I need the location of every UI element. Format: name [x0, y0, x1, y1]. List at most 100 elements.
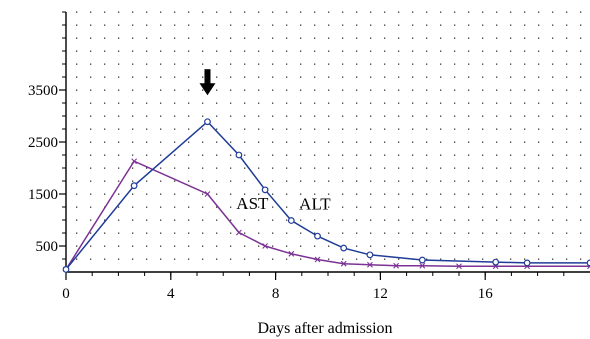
- grid-dot: [454, 24, 456, 26]
- grid-dot: [160, 37, 162, 39]
- grid-dot: [342, 76, 344, 78]
- grid-dot: [426, 50, 428, 52]
- grid-dot: [510, 141, 512, 143]
- grid-dot: [160, 245, 162, 247]
- grid-dot: [160, 167, 162, 169]
- down-arrow-icon: [199, 69, 216, 96]
- grid-dot: [398, 102, 400, 104]
- grid-dot: [314, 102, 316, 104]
- grid-dot: [524, 154, 526, 156]
- grid-dot: [398, 258, 400, 260]
- grid-dot: [426, 115, 428, 117]
- grid-dot: [398, 76, 400, 78]
- grid-dot: [356, 167, 358, 169]
- grid-dot: [524, 206, 526, 208]
- grid-dot: [356, 102, 358, 104]
- grid-dot: [314, 193, 316, 195]
- grid-dot: [496, 232, 498, 234]
- grid-dot: [398, 206, 400, 208]
- grid-dot: [272, 245, 274, 247]
- grid-dot: [482, 141, 484, 143]
- grid-dot: [300, 76, 302, 78]
- grid-dot: [314, 50, 316, 52]
- grid-dot: [244, 245, 246, 247]
- grid-dot: [104, 232, 106, 234]
- x-tick-label: 8: [272, 286, 280, 302]
- grid-dot: [90, 11, 92, 13]
- grid-dot: [76, 24, 78, 26]
- grid-dot: [258, 11, 260, 13]
- grid-dot: [454, 37, 456, 39]
- grid-dot: [328, 141, 330, 143]
- grid-dot: [398, 24, 400, 26]
- grid-dot: [300, 167, 302, 169]
- grid-dot: [356, 24, 358, 26]
- grid-dot: [76, 115, 78, 117]
- grid-dot: [552, 245, 554, 247]
- grid-dot: [510, 154, 512, 156]
- grid-dot: [454, 76, 456, 78]
- data-point-alt: [130, 182, 138, 190]
- data-point-ast: [204, 191, 211, 197]
- grid-dot: [76, 128, 78, 130]
- grid-dot: [356, 180, 358, 182]
- grid-dot: [454, 63, 456, 65]
- grid-dot: [174, 37, 176, 39]
- grid-dot: [538, 102, 540, 104]
- grid-dot: [216, 76, 218, 78]
- grid-dot: [370, 63, 372, 65]
- grid-dot: [258, 115, 260, 117]
- grid-dot: [90, 102, 92, 104]
- grid-dot: [538, 167, 540, 169]
- grid-dot: [300, 63, 302, 65]
- grid-dot: [370, 193, 372, 195]
- grid-dot: [580, 258, 582, 260]
- grid-dot: [314, 154, 316, 156]
- data-point-ast: [131, 158, 138, 165]
- grid-dot: [524, 102, 526, 104]
- grid-dot: [342, 37, 344, 39]
- data-point-alt: [204, 118, 211, 126]
- grid-dot: [426, 180, 428, 182]
- grid-dot: [286, 50, 288, 52]
- grid-dot: [524, 180, 526, 182]
- grid-dot: [160, 76, 162, 78]
- grid-dot: [202, 11, 204, 13]
- grid-dot: [76, 141, 78, 143]
- grid-dot: [272, 193, 274, 195]
- grid-dot: [342, 50, 344, 52]
- grid-dot: [538, 89, 540, 91]
- grid-dot: [188, 89, 190, 91]
- grid-dot: [412, 245, 414, 247]
- grid-dot: [188, 154, 190, 156]
- grid-dot: [160, 11, 162, 13]
- arrow-shaft: [204, 69, 211, 86]
- grid-dot: [76, 63, 78, 65]
- grid-dot: [272, 219, 274, 221]
- grid-dot: [482, 258, 484, 260]
- grid-dot: [258, 258, 260, 260]
- grid-dot: [104, 154, 106, 156]
- grid-dot: [300, 258, 302, 260]
- series-label-alt: ALT: [299, 195, 331, 214]
- grid-dot: [524, 63, 526, 65]
- grid-dot: [566, 219, 568, 221]
- grid-dot: [300, 37, 302, 39]
- grid-dot: [216, 37, 218, 39]
- grid-dot: [580, 63, 582, 65]
- grid-dot: [118, 128, 120, 130]
- grid-dot: [132, 89, 134, 91]
- grid-dot: [538, 141, 540, 143]
- grid-dot: [440, 180, 442, 182]
- grid-dot: [482, 154, 484, 156]
- grid-dot: [328, 11, 330, 13]
- grid-dot: [510, 232, 512, 234]
- grid-dot: [370, 219, 372, 221]
- grid-dot: [426, 232, 428, 234]
- grid-dot: [370, 180, 372, 182]
- grid-dot: [342, 206, 344, 208]
- grid-dot: [566, 50, 568, 52]
- grid-dot: [454, 258, 456, 260]
- grid-dot: [286, 167, 288, 169]
- grid-dot: [202, 115, 204, 117]
